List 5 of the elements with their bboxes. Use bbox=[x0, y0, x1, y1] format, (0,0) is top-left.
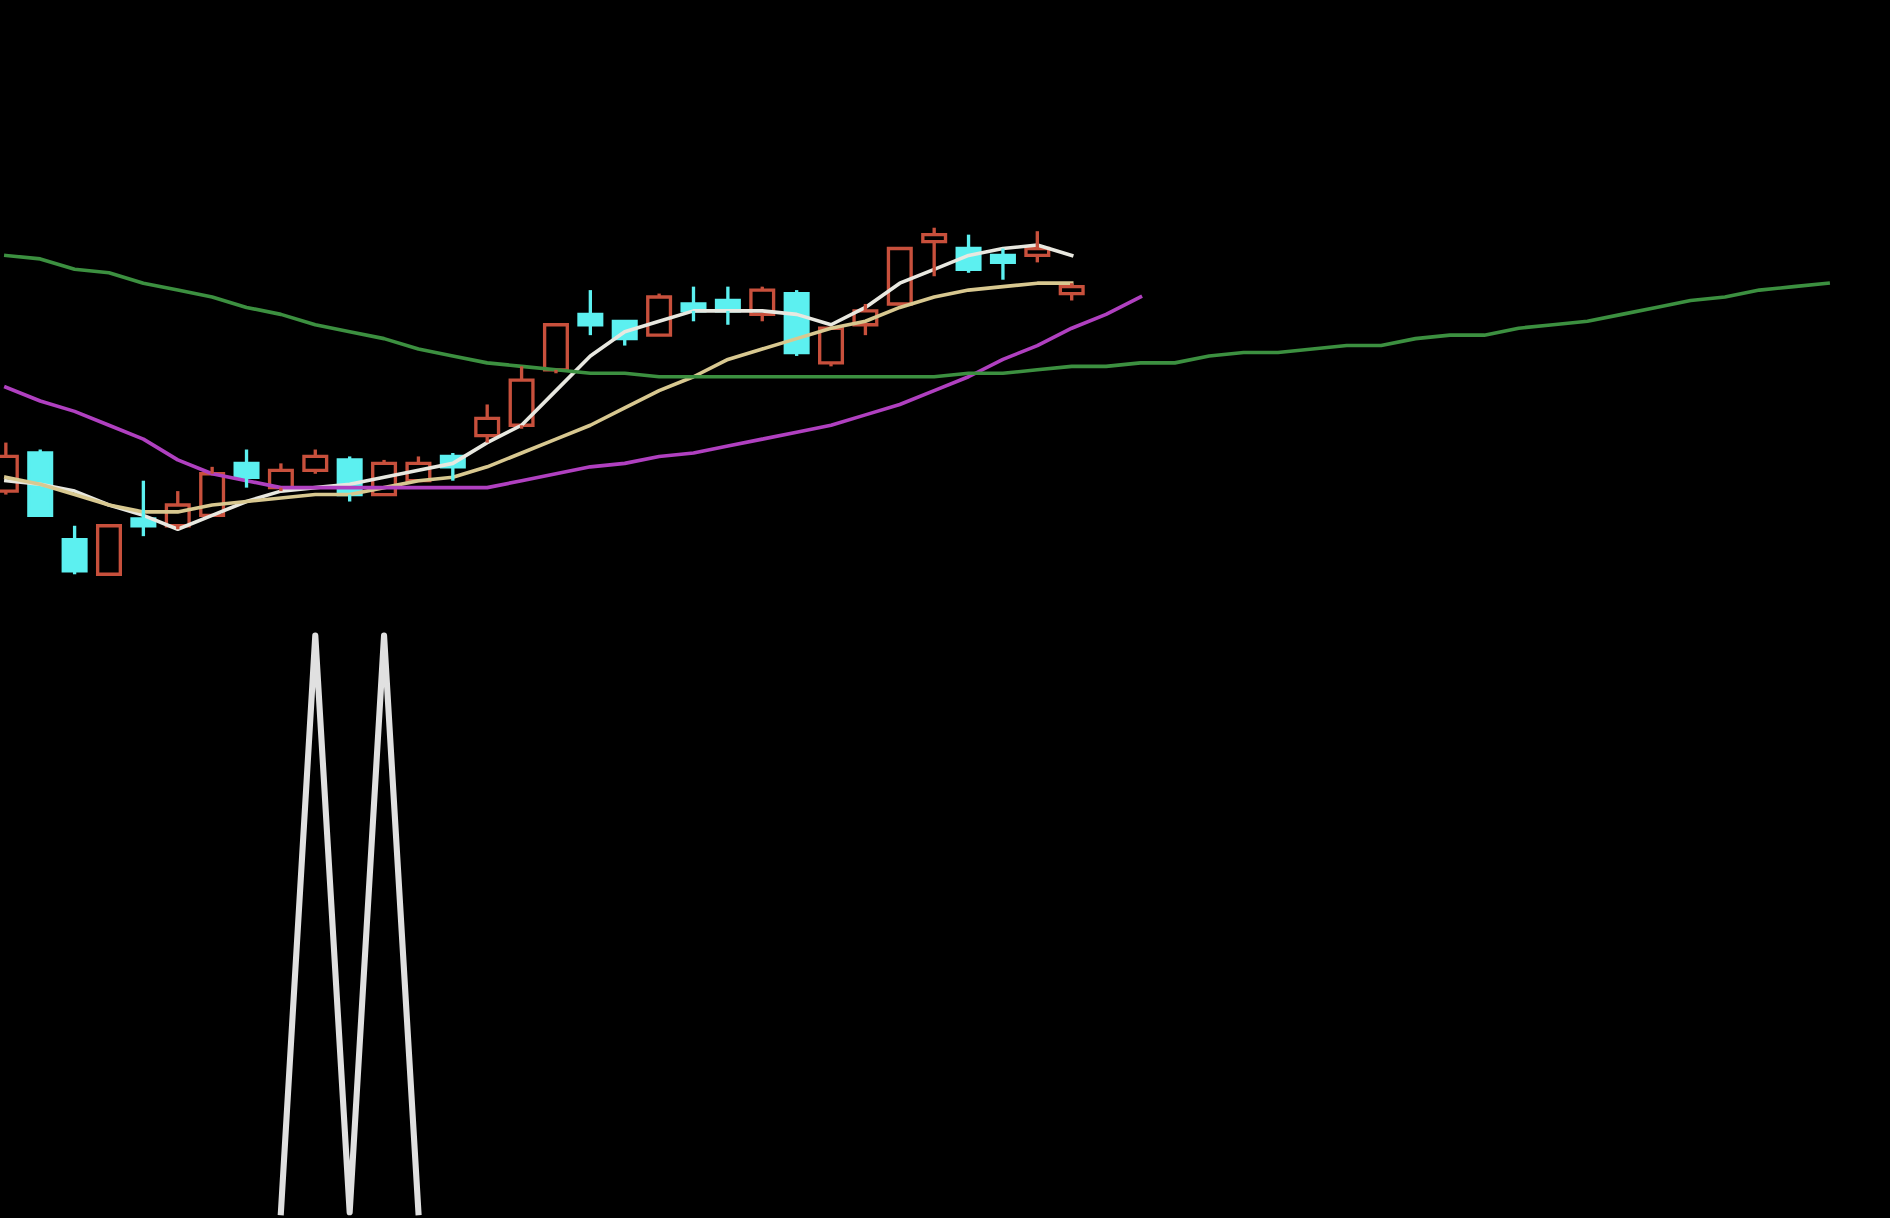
candlestick bbox=[989, 246, 1016, 282]
candlestick bbox=[474, 402, 501, 445]
candlestick bbox=[1058, 281, 1085, 303]
candlestick bbox=[508, 364, 535, 431]
candlestick bbox=[921, 226, 948, 278]
